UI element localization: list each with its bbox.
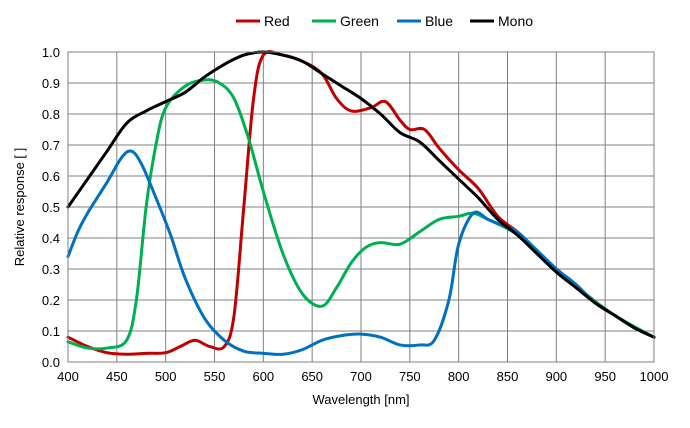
- legend-label-blue: Blue: [425, 13, 453, 29]
- legend-label-green: Green: [340, 13, 379, 29]
- legend-label-red: Red: [264, 13, 290, 29]
- x-tick-label: 400: [57, 369, 79, 384]
- y-tick-label: 0.1: [42, 324, 60, 339]
- series-line-blue: [66, 149, 656, 356]
- legend: Red Green Blue Mono: [236, 13, 533, 29]
- x-tick-label: 600: [252, 369, 274, 384]
- x-axis-ticks: 400 450 500 550 600 650 700 750 800 850 900 950 1000: [57, 369, 668, 384]
- y-tick-label: 0.8: [42, 107, 60, 122]
- x-tick-label: 700: [350, 369, 372, 384]
- y-tick-label: 0.0: [42, 355, 60, 370]
- x-tick-label: 1000: [640, 369, 669, 384]
- x-tick-label: 650: [301, 369, 323, 384]
- y-tick-label: 0.5: [42, 200, 60, 215]
- y-axis-title: Relative response [ ]: [12, 148, 27, 267]
- legend-label-mono: Mono: [498, 13, 533, 29]
- x-tick-label: 850: [497, 369, 519, 384]
- x-tick-label: 450: [106, 369, 128, 384]
- y-tick-label: 0.3: [42, 262, 60, 277]
- plot-frame: [67, 51, 655, 363]
- y-axis-ticks: 0.0 0.1 0.2 0.3 0.4 0.5 0.6 0.7 0.8 0.9 1.0: [42, 45, 60, 370]
- y-tick-label: 0.6: [42, 169, 60, 184]
- x-tick-label: 550: [204, 369, 226, 384]
- series-lines: [66, 50, 656, 356]
- series-line-mono: [66, 50, 656, 339]
- y-tick-label: 0.7: [42, 138, 60, 153]
- x-tick-label: 500: [155, 369, 177, 384]
- y-tick-label: 0.9: [42, 76, 60, 91]
- x-tick-label: 900: [545, 369, 567, 384]
- y-tick-label: 0.4: [42, 231, 60, 246]
- y-tick-label: 1.0: [42, 45, 60, 60]
- y-tick-label: 0.2: [42, 293, 60, 308]
- x-axis-title: Wavelength [nm]: [312, 392, 409, 407]
- x-tick-label: 800: [448, 369, 470, 384]
- x-tick-label: 950: [594, 369, 616, 384]
- x-tick-label: 750: [399, 369, 421, 384]
